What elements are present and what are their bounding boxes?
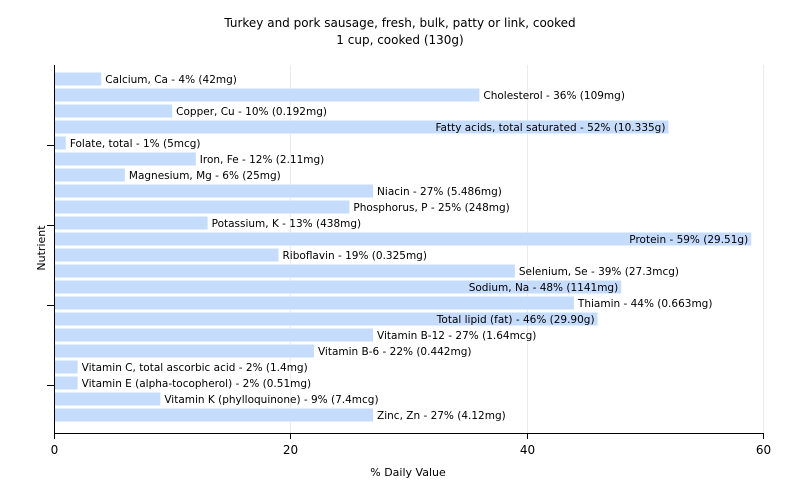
bar bbox=[55, 88, 480, 102]
bar-label: Vitamin B-6 - 22% (0.442mg) bbox=[318, 346, 472, 358]
bar bbox=[55, 104, 173, 118]
bar-label: Calcium, Ca - 4% (42mg) bbox=[105, 74, 237, 86]
bar-label: Riboflavin - 19% (0.325mg) bbox=[283, 250, 427, 262]
bar bbox=[55, 120, 669, 134]
x-tick-label: 0 bbox=[51, 443, 59, 457]
bar-label: Iron, Fe - 12% (2.11mg) bbox=[200, 154, 324, 166]
bar-label: Selenium, Se - 39% (27.3mcg) bbox=[519, 266, 679, 278]
bar-label: Cholesterol - 36% (109mg) bbox=[483, 90, 625, 102]
chart-subtitle: 1 cup, cooked (130g) bbox=[336, 33, 463, 47]
x-tick-label: 40 bbox=[520, 443, 535, 457]
bar bbox=[55, 280, 622, 294]
bar bbox=[55, 360, 78, 374]
bar-label: Sodium, Na - 48% (1141mg) bbox=[469, 282, 618, 294]
bar-label: Vitamin E (alpha-tocopherol) - 2% (0.51m… bbox=[82, 378, 312, 390]
y-axis-title: Nutrient bbox=[35, 225, 48, 271]
bar-label: Folate, total - 1% (5mcg) bbox=[70, 138, 201, 150]
bar bbox=[55, 312, 598, 326]
bars-group: Calcium, Ca - 4% (42mg) Cholesterol - 36%… bbox=[55, 72, 752, 422]
bar-label: Protein - 59% (29.51g) bbox=[629, 234, 748, 246]
x-tick-label: 60 bbox=[756, 443, 771, 457]
bar-label: Phosphorus, P - 25% (248mg) bbox=[353, 202, 509, 214]
bar-label: Vitamin B-12 - 27% (1.64mcg) bbox=[377, 330, 536, 342]
bar-label: Copper, Cu - 10% (0.192mg) bbox=[176, 106, 327, 118]
x-axis-title: % Daily Value bbox=[370, 466, 446, 479]
bar-label: Potassium, K - 13% (438mg) bbox=[212, 218, 362, 230]
bar-label: Vitamin K (phylloquinone) - 9% (7.4mcg) bbox=[164, 394, 378, 406]
bar-label: Vitamin C, total ascorbic acid - 2% (1.4… bbox=[82, 362, 308, 374]
bar bbox=[55, 136, 66, 150]
bar bbox=[55, 248, 279, 262]
bar bbox=[55, 264, 515, 278]
bar bbox=[55, 216, 208, 230]
bar-label: Total lipid (fat) - 46% (29.90g) bbox=[436, 314, 595, 326]
bar bbox=[55, 200, 350, 214]
bar bbox=[55, 232, 752, 246]
bar bbox=[55, 168, 125, 182]
bar bbox=[55, 392, 161, 406]
bar-label: Thiamin - 44% (0.663mg) bbox=[577, 298, 713, 310]
bar bbox=[55, 152, 196, 166]
chart-title: Turkey and pork sausage, fresh, bulk, pa… bbox=[223, 16, 575, 30]
bar bbox=[55, 72, 102, 86]
bar bbox=[55, 184, 374, 198]
bar bbox=[55, 328, 374, 342]
x-tick-label: 20 bbox=[283, 443, 298, 457]
bar bbox=[55, 376, 78, 390]
bar-label: Fatty acids, total saturated - 52% (10.3… bbox=[435, 122, 665, 134]
axes-group: 0 20 40 60 bbox=[47, 65, 771, 457]
bar-label: Niacin - 27% (5.486mg) bbox=[377, 186, 502, 198]
bar-label: Zinc, Zn - 27% (4.12mg) bbox=[377, 410, 506, 422]
bar bbox=[55, 408, 374, 422]
bar bbox=[55, 344, 314, 358]
bar bbox=[55, 296, 574, 310]
bar-label: Magnesium, Mg - 6% (25mg) bbox=[129, 170, 281, 182]
